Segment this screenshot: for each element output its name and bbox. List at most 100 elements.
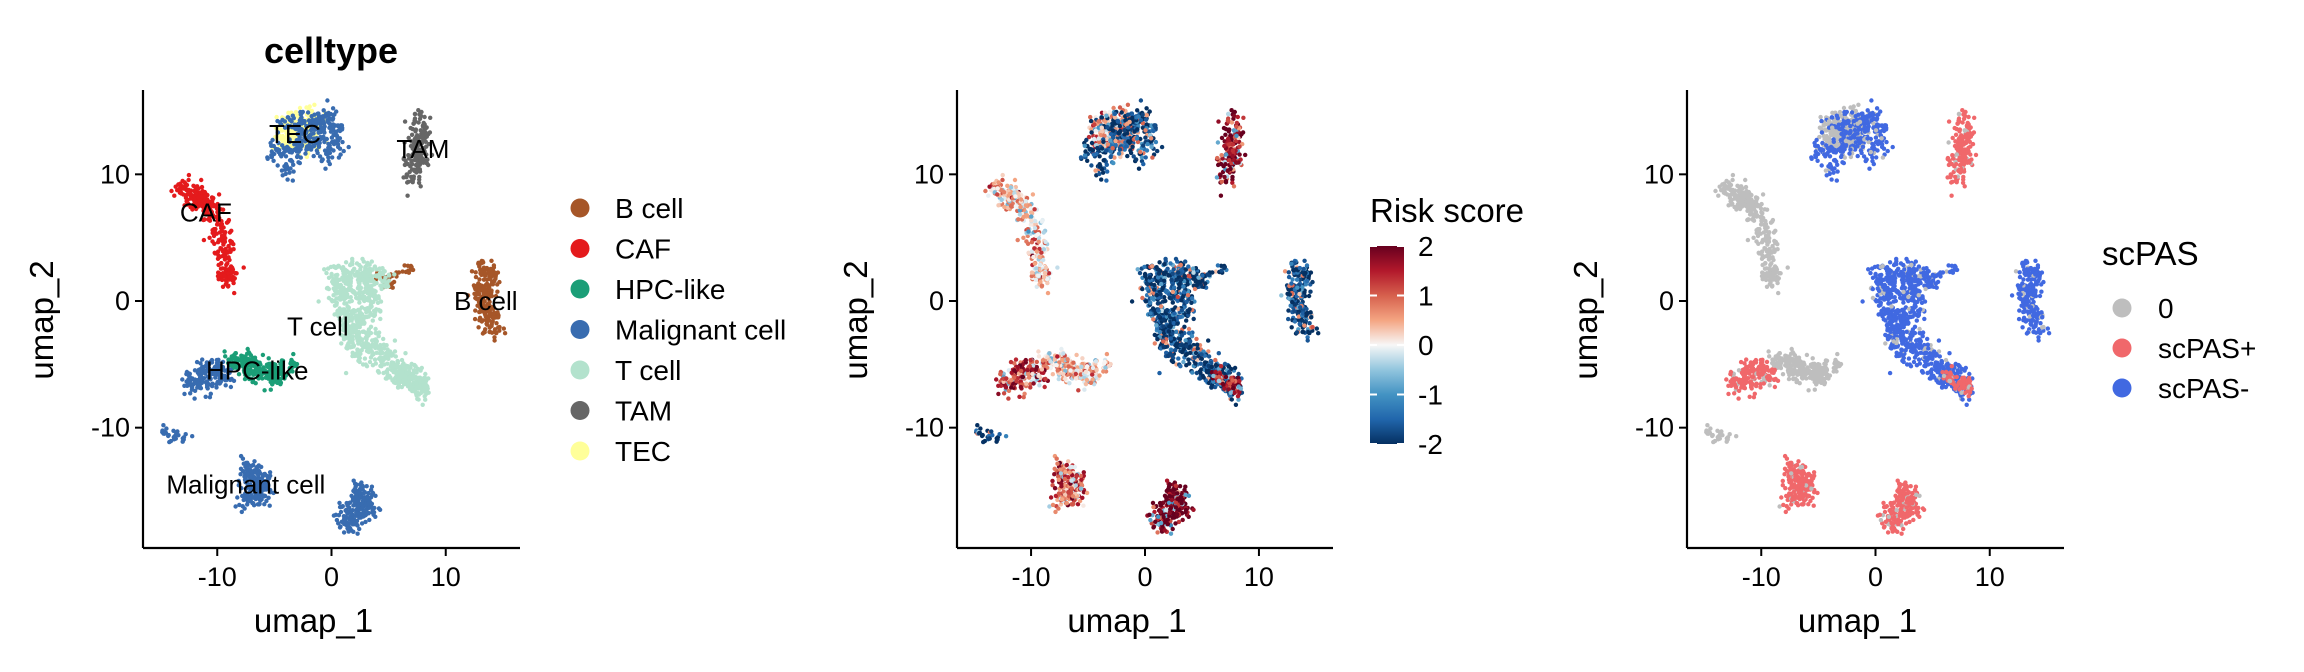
scatter-points [974,98,1321,536]
cell-point [403,378,408,384]
cell-point [286,129,291,134]
cell-point [1294,277,1300,282]
cell-point [1197,280,1202,285]
cell-point [408,164,413,169]
cell-point [241,265,246,270]
cell-point [407,381,412,387]
cell-point [354,482,359,487]
cell-point [199,204,205,209]
cell-point [986,193,991,198]
cell-point [333,512,339,517]
cell-point [1229,120,1235,125]
cell-point [355,277,361,283]
cell-point [402,119,408,124]
cell-point [215,249,221,254]
cell-point [212,250,217,255]
cell-point [351,308,356,313]
cell-point [1041,257,1046,263]
cell-point [1178,314,1183,320]
cell-point [1238,386,1244,391]
cell-point [343,260,349,265]
cell-point [1213,369,1218,375]
cell-point [1302,272,1307,277]
cell-point [1032,225,1038,231]
cell-point [331,122,336,127]
cell-point [355,336,360,341]
cell-point [366,308,371,313]
cell-point [1289,325,1294,330]
cell-point [364,337,369,342]
scatter-points [160,98,508,536]
cell-point [1157,260,1162,265]
cell-point [338,123,344,128]
cell-point [1157,329,1163,335]
cell-point [336,155,342,160]
cell-point [1017,212,1023,217]
cell-point [216,211,221,216]
cell-point [1013,194,1018,199]
cell-point [1305,338,1310,343]
cell-point [1184,318,1189,323]
cell-point [406,135,411,141]
cell-point [357,300,362,305]
cell-point [339,519,344,524]
cell-point [1235,394,1241,399]
cell-point [370,318,375,323]
cell-point [379,355,384,360]
cell-point [421,133,426,138]
cell-point [1304,306,1309,312]
cell-point [1305,278,1310,284]
cell-point [412,111,418,117]
cell-point [1219,179,1224,184]
cell-point [1286,274,1292,280]
cell-point [288,133,294,138]
cell-point [409,132,415,137]
cell-point [1222,386,1227,391]
cell-point [417,386,423,391]
cell-point [1155,337,1160,342]
cell-point [410,374,415,380]
cell-point [267,503,272,508]
cell-point [290,113,295,118]
cell-point [349,298,354,304]
cell-point [1152,341,1158,346]
cell-point [350,289,355,294]
cell-point [415,390,420,395]
cell-point [323,166,328,171]
cell-point [1023,203,1029,208]
cell-point [374,344,380,349]
cell-point [379,361,385,366]
cell-point [1033,218,1038,224]
cell-point [1205,272,1210,277]
cell-point [983,188,988,194]
cell-point [1231,184,1237,189]
cell-point [199,194,204,199]
cell-point [1215,263,1221,268]
cell-point [392,338,398,343]
cell-point [325,118,330,123]
cell-point [391,369,396,375]
cell-point [1298,305,1303,310]
cell-point [1083,381,1089,387]
cell-point [340,139,345,145]
cell-point [496,315,501,320]
cell-point [363,285,368,291]
cell-point [365,262,370,268]
cell-point [242,506,247,511]
cell-point [1234,133,1239,138]
cell-point [1182,324,1187,329]
cell-point [226,219,231,224]
legend-swatch [570,198,590,218]
cell-point [1170,300,1176,305]
cell-point [215,218,220,223]
cell-point [1227,158,1232,163]
cell-point [207,395,213,400]
cell-point [291,169,296,174]
cell-point [1043,265,1049,270]
cell-point [331,148,336,153]
cell-point [190,434,195,439]
cell-point [370,352,375,358]
cell-point [1194,336,1199,342]
cell-point [1166,329,1172,334]
